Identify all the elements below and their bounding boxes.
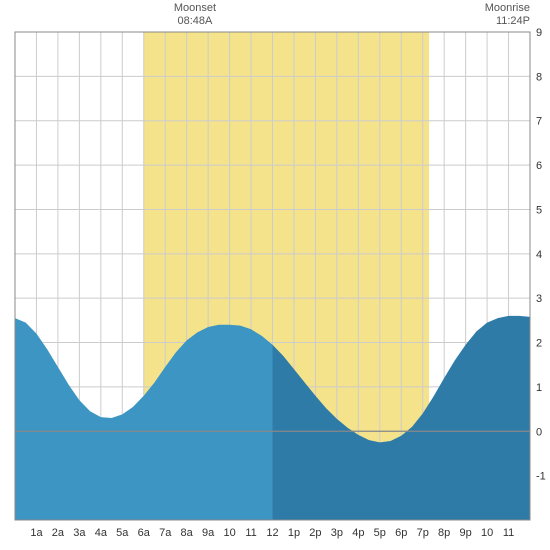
- x-tick-label: 8a: [181, 527, 194, 539]
- y-tick-label: 0: [536, 426, 542, 438]
- moonset-label: Moonset 08:48A: [174, 2, 216, 28]
- x-tick-label: 10: [481, 527, 493, 539]
- x-tick-label: 3p: [331, 527, 343, 539]
- x-tick-label: 6a: [138, 527, 151, 539]
- y-tick-label: 1: [536, 382, 542, 394]
- y-tick-label: 5: [536, 204, 542, 216]
- tide-chart: Moonset 08:48A Moonrise 11:24P -10123456…: [0, 0, 550, 550]
- y-tick-label: 8: [536, 71, 542, 83]
- x-tick-label: 3a: [73, 527, 86, 539]
- chart-svg: -101234567891a2a3a4a5a6a7a8a9a1011121p2p…: [0, 0, 550, 550]
- x-tick-label: 8p: [438, 527, 450, 539]
- x-tick-label: 6p: [395, 527, 407, 539]
- x-tick-label: 7a: [159, 527, 172, 539]
- x-tick-label: 1a: [30, 527, 43, 539]
- moonrise-title: Moonrise: [485, 2, 530, 15]
- x-tick-label: 5a: [116, 527, 129, 539]
- x-tick-label: 5p: [374, 527, 386, 539]
- x-axis-labels: 1a 2a 3a 4a 5a 6a 7a 8a 9a 10 11 12 1p 2p 3p 4p 5p 6p 7p 8p…: [30, 527, 514, 539]
- y-tick-label: 6: [536, 160, 542, 172]
- moonrise-label: Moonrise 11:24P: [485, 2, 530, 28]
- x-tick-label: 4a: [95, 527, 108, 539]
- x-tick-label: 2p: [309, 527, 321, 539]
- x-tick-label: 10: [223, 527, 235, 539]
- y-tick-label: 7: [536, 116, 542, 128]
- moonset-time: 08:48A: [174, 15, 216, 28]
- x-tick-label: 2a: [52, 527, 65, 539]
- y-tick-label: -1: [536, 471, 546, 483]
- y-tick-label: 4: [536, 249, 542, 261]
- x-tick-label: 1p: [288, 527, 300, 539]
- moonset-title: Moonset: [174, 2, 216, 15]
- x-tick-label: 11: [245, 527, 256, 539]
- y-tick-label: 9: [536, 27, 542, 39]
- x-tick-label: 9p: [460, 527, 472, 539]
- x-tick-label: 12: [266, 527, 278, 539]
- moonrise-time: 11:24P: [485, 15, 530, 28]
- y-axis-labels: -1 0 1 2 3 4 5 6 7 8 9: [536, 27, 546, 483]
- x-tick-label: 7p: [417, 527, 429, 539]
- x-tick-label: 9a: [202, 527, 215, 539]
- y-tick-label: 2: [536, 338, 542, 350]
- y-tick-label: 3: [536, 293, 542, 305]
- x-tick-label: 4p: [352, 527, 364, 539]
- x-tick-label: 11: [503, 527, 514, 539]
